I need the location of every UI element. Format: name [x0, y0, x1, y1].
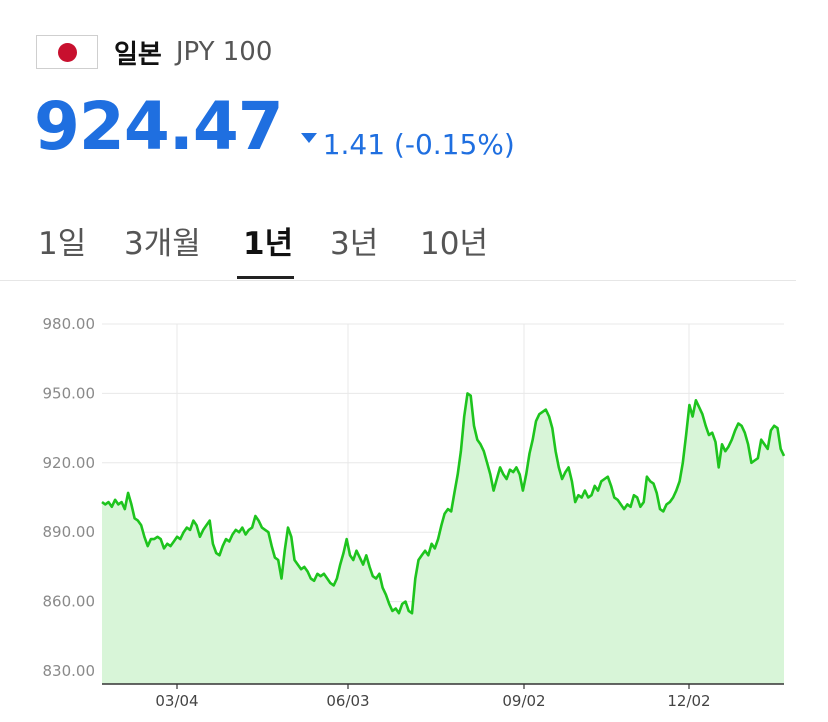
japan-flag-icon: [36, 35, 98, 69]
tab-3m[interactable]: 3개월: [124, 226, 201, 262]
y-tick-label: 950.00: [43, 384, 96, 402]
y-tick-label: 890.00: [43, 523, 96, 541]
tab-10y[interactable]: 10년: [420, 226, 488, 262]
x-tick-label: 12/02: [667, 692, 710, 710]
x-tick-label: 09/02: [502, 692, 545, 710]
current-price: 924.47: [34, 88, 284, 165]
x-tick-label: 06/03: [326, 692, 369, 710]
country-name: 일본: [114, 39, 162, 70]
y-tick-label: 920.00: [43, 454, 96, 472]
price-change: 1.41 (-0.15%): [300, 127, 515, 161]
currency-code: JPY 100: [175, 37, 273, 67]
y-tick-label: 860.00: [43, 593, 96, 611]
down-arrow-icon: [300, 133, 317, 143]
tab-1d[interactable]: 1일: [38, 226, 87, 262]
series-line: [101, 392, 786, 615]
y-tick-label: 830.00: [43, 662, 96, 680]
x-axis-labels: 03/04 06/03 09/02 12/02: [155, 684, 711, 710]
change-value: 1.41 (-0.15%): [322, 127, 515, 161]
y-axis-labels: 980.00 950.00 920.00 890.00 860.00 830.00: [43, 315, 96, 680]
price-chart: 980.00 950.00 920.00 890.00 860.00 830.00 03/…: [43, 315, 786, 710]
quote-row: 924.47 1.41 (-0.15%): [34, 94, 515, 161]
currency-header: 일본 JPY 100: [36, 30, 272, 74]
y-tick-label: 980.00: [43, 315, 96, 333]
active-tab-indicator: [237, 276, 294, 279]
tab-1y[interactable]: 1년: [243, 226, 294, 262]
x-tick-label: 03/04: [155, 692, 198, 710]
series-area: [102, 393, 784, 684]
flag-sun: [57, 42, 77, 62]
tab-3y[interactable]: 3년: [330, 226, 379, 262]
period-tabs: 1일 3개월 1년 3년 10년: [0, 210, 796, 281]
